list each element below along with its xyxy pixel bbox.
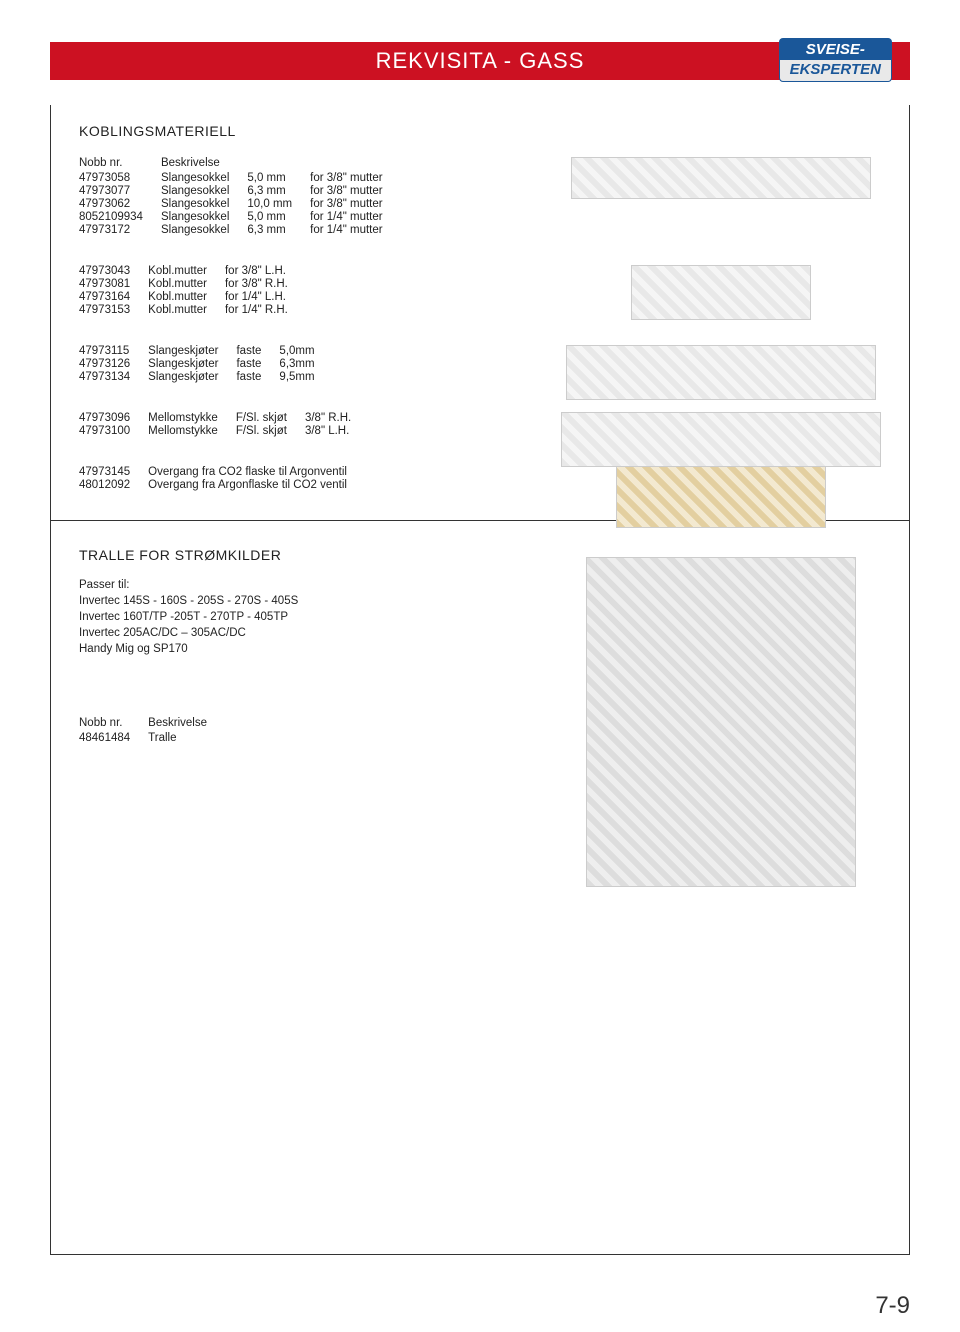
table-group-5: 47973145Overgang fra CO2 flaske til Argo… [79, 466, 881, 492]
tralle-table: Nobb nr. Beskrivelse 48461484 Tralle [79, 717, 225, 745]
page-title: REKVISITA - GASS [376, 48, 585, 74]
table-4: 47973096MellomstykkeF/Sl. skjøt3/8" R.H.… [79, 412, 369, 438]
table-group-3: 47973115Slangeskjøterfaste5,0mm 47973126… [79, 345, 881, 384]
table-2: 47973043Kobl.mutterfor 3/8" L.H. 4797308… [79, 265, 306, 317]
table-row: 47973096MellomstykkeF/Sl. skjøt3/8" R.H. [79, 412, 369, 425]
table-row: 47973164Kobl.mutterfor 1/4" L.H. [79, 291, 306, 304]
table-row: 47973077Slangesokkel6,3 mmfor 3/8" mutte… [79, 185, 401, 198]
col-nobb: Nobb nr. [79, 717, 148, 732]
table-row: 47973058Slangesokkel5,0 mmfor 3/8" mutte… [79, 172, 401, 185]
section-tralle: TRALLE FOR STRØMKILDER Passer til: Inver… [79, 547, 881, 927]
table-row: 8052109934Slangesokkel5,0 mmfor 1/4" mut… [79, 211, 401, 224]
section-coupling-title: KOBLINGSMATERIELL [79, 123, 881, 139]
product-image-5 [561, 466, 881, 531]
col-beskr: Beskrivelse [161, 157, 247, 172]
content-frame: KOBLINGSMATERIELL Nobb nr. Beskrivelse 4… [50, 105, 910, 1255]
section-coupling: KOBLINGSMATERIELL Nobb nr. Beskrivelse 4… [79, 123, 881, 492]
table-5: 47973145Overgang fra CO2 flaske til Argo… [79, 466, 365, 492]
table-1: Nobb nr. Beskrivelse 47973058Slangesokke… [79, 157, 401, 237]
table-3: 47973115Slangeskjøterfaste5,0mm 47973126… [79, 345, 333, 384]
table-row: 47973115Slangeskjøterfaste5,0mm [79, 345, 333, 358]
product-image-1 [561, 157, 881, 202]
product-image-2 [561, 265, 881, 323]
header-band: REKVISITA - GASS SVEISE- EKSPERTEN [50, 40, 910, 85]
table-row: 47973153Kobl.mutterfor 1/4" R.H. [79, 304, 306, 317]
product-image-4 [561, 412, 881, 470]
product-image-3 [561, 345, 881, 403]
logo-badge: SVEISE- EKSPERTEN [779, 38, 892, 82]
table-group-1: Nobb nr. Beskrivelse 47973058Slangesokke… [79, 157, 881, 237]
col-nobb: Nobb nr. [79, 157, 161, 172]
table-header-row: Nobb nr. Beskrivelse [79, 717, 225, 732]
table-row: 47973126Slangeskjøterfaste6,3mm [79, 358, 333, 371]
table-header-row: Nobb nr. Beskrivelse [79, 157, 401, 172]
table-row: 47973134Slangeskjøterfaste9,5mm [79, 371, 333, 384]
page-number: 7-9 [875, 1292, 910, 1320]
table-row: 47973081Kobl.mutterfor 3/8" R.H. [79, 278, 306, 291]
table-row: 47973043Kobl.mutterfor 3/8" L.H. [79, 265, 306, 278]
table-row: 47973145Overgang fra CO2 flaske til Argo… [79, 466, 365, 479]
logo-bottom: EKSPERTEN [779, 59, 892, 82]
table-row: 47973062Slangesokkel10,0 mmfor 3/8" mutt… [79, 198, 401, 211]
table-row: 48461484 Tralle [79, 732, 225, 745]
table-group-4: 47973096MellomstykkeF/Sl. skjøt3/8" R.H.… [79, 412, 881, 438]
tralle-image [561, 557, 881, 890]
table-row: 47973172Slangesokkel6,3 mmfor 1/4" mutte… [79, 224, 401, 237]
table-row: 47973100MellomstykkeF/Sl. skjøt3/8" L.H. [79, 425, 369, 438]
logo-top: SVEISE- [779, 38, 892, 59]
page: REKVISITA - GASS SVEISE- EKSPERTEN KOBLI… [0, 0, 960, 1332]
table-row: 48012092Overgang fra Argonflaske til CO2… [79, 479, 365, 492]
col-beskr: Beskrivelse [148, 717, 225, 732]
table-group-2: 47973043Kobl.mutterfor 3/8" L.H. 4797308… [79, 265, 881, 317]
